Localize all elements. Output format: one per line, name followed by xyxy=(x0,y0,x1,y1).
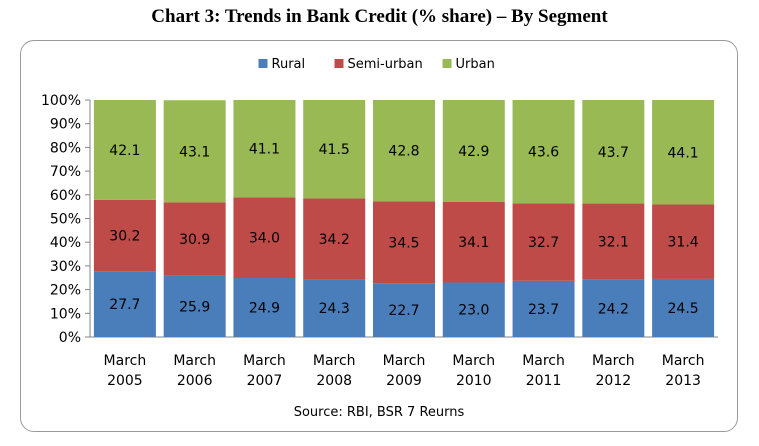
data-label: 24.3 xyxy=(319,301,350,317)
y-tick-label: 0% xyxy=(59,330,81,346)
data-label: 27.7 xyxy=(109,297,140,313)
data-label: 34.2 xyxy=(319,232,350,248)
data-label: 34.1 xyxy=(458,235,489,251)
y-tick-label: 30% xyxy=(50,259,81,275)
bar-rural xyxy=(303,279,366,337)
y-tick-label: 10% xyxy=(50,306,81,322)
data-label: 32.7 xyxy=(528,235,559,251)
data-label: 34.5 xyxy=(388,235,419,251)
y-tick-label: 70% xyxy=(50,164,81,180)
x-tick-label: 2006 xyxy=(177,373,213,389)
data-label: 41.1 xyxy=(249,142,280,158)
data-label: 43.7 xyxy=(598,145,629,161)
bar-rural xyxy=(512,280,575,337)
bar-urban xyxy=(652,100,715,205)
bar-urban xyxy=(442,100,505,202)
legend-swatch xyxy=(258,59,268,68)
data-label: 43.1 xyxy=(179,144,210,160)
x-tick-label: 2007 xyxy=(247,373,283,389)
bar-rural xyxy=(442,282,505,337)
x-tick-label: March xyxy=(592,353,635,369)
bar-semi-urban xyxy=(373,201,435,284)
bar-semi-urban xyxy=(582,203,645,280)
bar-urban xyxy=(233,100,296,198)
bar-urban xyxy=(512,100,575,204)
x-tick-label: 2011 xyxy=(526,373,562,389)
data-label: 32.1 xyxy=(598,235,629,251)
data-label: 25.9 xyxy=(179,299,210,315)
data-label: 24.5 xyxy=(668,301,699,317)
data-label: 42.9 xyxy=(458,144,489,160)
data-label: 43.6 xyxy=(528,145,559,161)
bar-urban xyxy=(303,100,366,199)
data-label: 23.7 xyxy=(528,302,559,318)
y-tick-label: 50% xyxy=(50,212,81,228)
data-label: 31.4 xyxy=(668,235,699,251)
bar-rural xyxy=(652,278,715,337)
y-tick-label: 80% xyxy=(50,140,81,156)
bar-rural xyxy=(163,275,226,337)
bar-urban xyxy=(163,100,226,203)
legend-swatch xyxy=(334,59,344,68)
x-tick-label: 2010 xyxy=(456,373,492,389)
bar-semi-urban xyxy=(93,199,156,272)
x-tick-label: March xyxy=(662,353,705,369)
bar-urban xyxy=(373,100,435,202)
legend-label: Urban xyxy=(456,57,495,72)
y-tick-label: 40% xyxy=(50,235,81,251)
data-label: 22.7 xyxy=(388,303,419,319)
x-tick-label: 2012 xyxy=(596,373,632,389)
x-tick-label: 2013 xyxy=(665,373,701,389)
data-label: 42.8 xyxy=(388,144,419,160)
bar-semi-urban xyxy=(303,198,366,280)
chart-title: Chart 3: Trends in Bank Credit (% share)… xyxy=(151,6,608,27)
legend-label: Semi-urban xyxy=(348,57,423,72)
x-tick-label: March xyxy=(313,353,356,369)
data-label: 30.2 xyxy=(109,229,140,245)
x-tick-label: March xyxy=(243,353,286,369)
bar-rural xyxy=(233,277,296,337)
x-tick-label: 2008 xyxy=(316,373,352,389)
data-label: 23.0 xyxy=(458,303,489,319)
legend-label: Rural xyxy=(272,57,306,72)
x-tick-label: March xyxy=(383,353,426,369)
data-label: 44.1 xyxy=(668,145,699,161)
source-note: Source: RBI, BSR 7 Reurns xyxy=(294,405,465,420)
bar-semi-urban xyxy=(163,202,226,276)
x-tick-label: March xyxy=(173,353,216,369)
y-tick-label: 90% xyxy=(50,117,81,133)
data-label: 30.9 xyxy=(179,232,210,248)
data-label: 42.1 xyxy=(109,143,140,159)
x-tick-label: 2005 xyxy=(107,373,143,389)
data-label: 34.0 xyxy=(249,231,280,247)
y-tick-label: 100% xyxy=(41,93,81,109)
x-tick-label: March xyxy=(104,353,147,369)
bar-urban xyxy=(582,100,645,204)
y-tick-label: 60% xyxy=(50,188,81,204)
x-tick-label: 2009 xyxy=(386,373,422,389)
bar-semi-urban xyxy=(652,204,715,279)
bar-rural xyxy=(373,283,435,337)
legend-swatch xyxy=(442,59,452,68)
data-label: 24.9 xyxy=(249,300,280,316)
bar-semi-urban xyxy=(233,197,296,278)
bar-rural xyxy=(582,279,645,337)
y-tick-label: 20% xyxy=(50,283,81,299)
data-label: 24.2 xyxy=(598,301,629,317)
bar-semi-urban xyxy=(512,203,575,281)
data-label: 41.5 xyxy=(319,142,350,158)
bar-semi-urban xyxy=(442,201,505,283)
x-tick-label: March xyxy=(522,353,565,369)
bar-urban xyxy=(93,100,156,200)
bar-rural xyxy=(93,271,156,337)
x-tick-label: March xyxy=(452,353,495,369)
